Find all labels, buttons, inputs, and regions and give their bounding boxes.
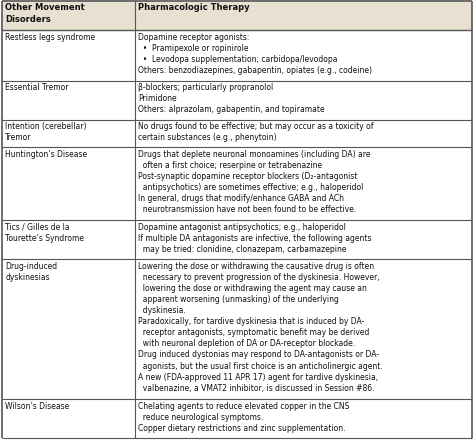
Text: Restless legs syndrome: Restless legs syndrome: [5, 33, 95, 42]
Text: Drugs that deplete neuronal monoamines (including DA) are
  often a first choice: Drugs that deplete neuronal monoamines (…: [138, 150, 371, 214]
Bar: [135, 120, 472, 147]
Bar: [135, 220, 472, 259]
Bar: [2, 30, 135, 80]
Text: Dopamine antagonist antipsychotics; e.g., haloperidol
If multiple DA antagonists: Dopamine antagonist antipsychotics; e.g.…: [138, 223, 372, 254]
Text: Tics / Gilles de la
Tourette’s Syndrome: Tics / Gilles de la Tourette’s Syndrome: [5, 223, 84, 243]
Bar: [2, 259, 135, 400]
Text: Pharmacologic Therapy: Pharmacologic Therapy: [138, 4, 249, 12]
Bar: [2, 120, 135, 147]
Bar: [2, 400, 135, 438]
Bar: [2, 220, 135, 259]
Text: β-blockers; particularly propranolol
Primidone
Others: alprazolam, gabapentin, a: β-blockers; particularly propranolol Pri…: [138, 83, 325, 114]
Text: Lowering the dose or withdrawing the causative drug is often
  necessary to prev: Lowering the dose or withdrawing the cau…: [138, 262, 383, 393]
Text: Drug-induced
dyskinesias: Drug-induced dyskinesias: [5, 262, 57, 282]
Bar: [2, 1, 135, 30]
Bar: [2, 147, 135, 220]
Bar: [135, 1, 472, 30]
Bar: [135, 147, 472, 220]
Bar: [135, 259, 472, 400]
Bar: [135, 30, 472, 80]
Bar: [135, 80, 472, 120]
Text: Huntington’s Disease: Huntington’s Disease: [5, 150, 87, 159]
Text: Other Movement
Disorders: Other Movement Disorders: [5, 4, 85, 23]
Text: Intention (cerebellar)
Tremor: Intention (cerebellar) Tremor: [5, 122, 87, 142]
Text: Chelating agents to reduce elevated copper in the CNS
  reduce neurological symp: Chelating agents to reduce elevated copp…: [138, 402, 349, 433]
Text: Dopamine receptor agonists:
  •  Pramipexole or ropinirole
  •  Levodopa supplem: Dopamine receptor agonists: • Pramipexol…: [138, 33, 372, 75]
Bar: [2, 80, 135, 120]
Text: Essential Tremor: Essential Tremor: [5, 83, 69, 92]
Bar: [135, 400, 472, 438]
Text: No drugs found to be effective; but may occur as a toxicity of
certain substance: No drugs found to be effective; but may …: [138, 122, 374, 142]
Text: Wilson’s Disease: Wilson’s Disease: [5, 402, 70, 411]
